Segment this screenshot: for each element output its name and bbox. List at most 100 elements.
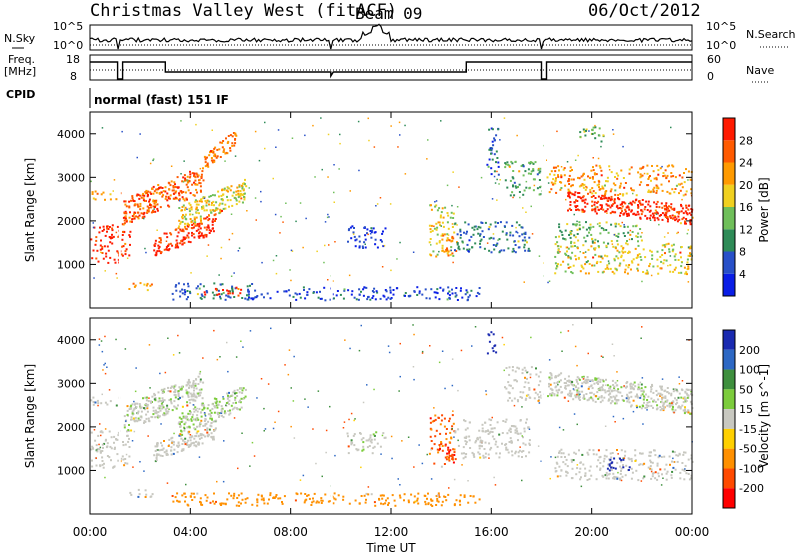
heatmap-cell [251,298,254,301]
heatmap-cell [567,193,570,196]
heatmap-cell [606,212,608,214]
heatmap-cell [646,406,649,409]
heatmap-cell [568,183,571,185]
heatmap-cell [239,194,242,197]
heatmap-cell [176,492,179,495]
heatmap-cell [213,411,216,414]
heatmap-cell [234,138,236,141]
heatmap-cell [652,170,655,173]
heatmap-cell [659,167,662,170]
heatmap-cell [134,416,137,419]
heatmap-cell [133,419,136,422]
heatmap-cell [96,447,99,450]
heatmap-cell [655,213,658,215]
heatmap-cell [514,431,517,434]
heatmap-cell [467,223,470,226]
heatmap-cell [447,250,450,253]
heatmap-cell [108,389,111,391]
heatmap-cell [180,449,183,452]
heatmap-cell [167,243,170,246]
heatmap-cell [646,269,648,272]
heatmap-cell [204,429,206,431]
heatmap-cell [457,428,460,431]
nsky-trace [89,23,693,50]
heatmap-cell [517,432,520,435]
heatmap-cell [175,197,178,200]
heatmap-cell [688,212,691,215]
heatmap-cell [154,445,157,448]
heatmap-cell [648,454,651,457]
heatmap-cell [287,373,290,376]
heatmap-cell [233,144,236,147]
heatmap-cell [101,456,104,459]
heatmap-cell [678,376,680,378]
heatmap-cell [681,468,684,471]
heatmap-cell [435,200,438,202]
heatmap-cell [99,248,102,251]
heatmap-cell [274,213,277,216]
heatmap-cell [654,477,657,480]
heatmap-cell [684,398,687,401]
heatmap-cell [620,386,623,389]
heatmap-cell [224,203,227,206]
heatmap-cell [169,197,171,200]
heatmap-cell [666,391,669,393]
heatmap-cell [120,457,123,460]
heatmap-cell [192,408,195,410]
heatmap-cell [689,255,692,257]
heatmap-cell [126,434,129,437]
heatmap-cell [290,387,292,389]
colorbar-swatch [723,273,735,296]
heatmap-cell [159,409,162,412]
heatmap-cell [312,500,315,503]
heatmap-cell [504,166,507,169]
heatmap-cell [444,456,447,459]
heatmap-cell [186,181,189,184]
heatmap-cell [572,388,575,390]
heatmap-cell [443,495,446,498]
heatmap-cell [594,378,597,381]
heatmap-cell [206,226,209,229]
heatmap-cell [488,158,491,161]
heatmap-cell [306,494,309,497]
heatmap-cell [371,452,374,455]
heatmap-cell [489,147,492,150]
heatmap-cell [92,396,95,399]
heatmap-cell [189,495,192,498]
heatmap-cell [130,407,133,410]
heatmap-cell [314,176,316,178]
heatmap-cell [521,226,524,229]
heatmap-cell [224,160,226,162]
velocity-panel-frame [89,317,693,515]
heatmap-cell [637,232,640,235]
heatmap-cell [373,287,376,290]
heatmap-cell [156,250,159,253]
heatmap-cell [492,237,495,240]
heatmap-cell [150,192,153,195]
heatmap-cell [205,234,208,236]
heatmap-cell [567,255,570,258]
heatmap-cell [590,391,593,394]
heatmap-cell [91,193,94,195]
heatmap-cell [490,148,492,151]
heatmap-cell [558,373,561,376]
heatmap-cell [494,182,497,184]
heatmap-cell [215,289,218,292]
heatmap-cell [311,501,314,504]
heatmap-cell [627,266,630,269]
heatmap-cell [622,145,624,148]
heatmap-cell [182,415,185,418]
heatmap-cell [448,239,451,242]
heatmap-cell [121,234,124,236]
heatmap-cell [504,179,507,182]
heatmap-cell [156,207,159,210]
heatmap-cell [609,395,612,398]
heatmap-cell [613,272,616,275]
heatmap-cell [557,245,560,248]
heatmap-cell [334,241,336,243]
heatmap-cell [429,238,432,240]
heatmap-cell [508,397,511,399]
heatmap-cell [592,453,595,456]
heatmap-cell [243,183,246,185]
heatmap-cell [522,450,525,452]
